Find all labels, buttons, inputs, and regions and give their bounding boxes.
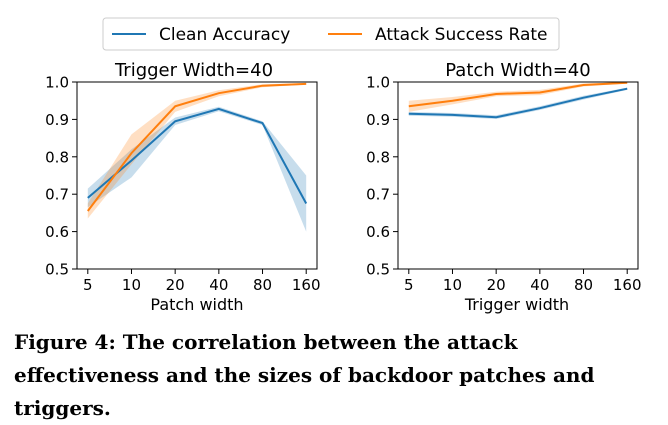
x-tick-label: 20 bbox=[487, 276, 506, 294]
x-tick-label: 10 bbox=[443, 276, 462, 294]
x-tick-label: 5 bbox=[83, 276, 93, 294]
y-tick-label: 0.7 bbox=[45, 186, 69, 204]
figure: Clean Accuracy Attack Success Rate Trigg… bbox=[45, 17, 642, 314]
legend-label-clean-accuracy: Clean Accuracy bbox=[159, 25, 290, 45]
series-line-0 bbox=[87, 107, 308, 204]
series-line-1 bbox=[87, 82, 307, 212]
y-tick-label: 0.5 bbox=[366, 261, 390, 279]
x-axis-label: Patch width bbox=[150, 295, 243, 314]
x-tick-label: 80 bbox=[253, 276, 272, 294]
chart-patch-width: Patch Width=40 0.5 0.6 0.7 0.8 0.9 1.0 5 10 20 40… bbox=[366, 60, 641, 314]
series-band-0 bbox=[87, 106, 307, 232]
x-tick-label: 80 bbox=[574, 276, 593, 294]
y-tick-label: 0.5 bbox=[45, 261, 69, 279]
legend: Clean Accuracy Attack Success Rate bbox=[102, 17, 560, 51]
plot-area: 0.5 0.6 0.7 0.8 0.9 1.0 5 10 20 40 80 160 bbox=[366, 74, 641, 295]
x-tick-label: 40 bbox=[209, 276, 228, 294]
series-band-1 bbox=[87, 83, 307, 219]
y-tick-label: 0.6 bbox=[45, 223, 69, 241]
chart-title: Patch Width=40 bbox=[445, 60, 590, 81]
x-tick-label: 160 bbox=[613, 276, 642, 294]
axes-frame bbox=[76, 81, 318, 270]
y-tick-label: 0.9 bbox=[366, 111, 390, 129]
plot-area: 0.5 0.6 0.7 0.8 0.9 1.0 5 10 20 40 80 160 bbox=[45, 74, 320, 295]
y-tick-label: 0.8 bbox=[366, 148, 390, 166]
axes-frame bbox=[397, 81, 639, 270]
chart-title: Trigger Width=40 bbox=[114, 60, 273, 81]
series-line-1 bbox=[408, 81, 628, 108]
x-tick-label: 5 bbox=[404, 276, 414, 294]
x-tick-label: 160 bbox=[292, 276, 321, 294]
y-tick-label: 1.0 bbox=[45, 74, 69, 92]
x-tick-label: 20 bbox=[166, 276, 185, 294]
y-tick-label: 1.0 bbox=[366, 74, 390, 92]
x-tick-label: 10 bbox=[122, 276, 141, 294]
chart-trigger-width: Trigger Width=40 0.5 0.6 0.7 0.8 0.9 1.0 5 10 20… bbox=[45, 60, 320, 314]
legend-label-attack-success-rate: Attack Success Rate bbox=[375, 25, 548, 45]
y-tick-label: 0.8 bbox=[45, 148, 69, 166]
y-tick-label: 0.6 bbox=[366, 223, 390, 241]
figure-caption: Figure 4: The correlation between the at… bbox=[14, 330, 595, 420]
y-tick-label: 0.9 bbox=[45, 111, 69, 129]
y-tick-label: 0.7 bbox=[366, 186, 390, 204]
series-line-0 bbox=[408, 87, 628, 119]
series-band-1 bbox=[408, 82, 628, 112]
x-tick-label: 40 bbox=[530, 276, 549, 294]
x-axis-label: Trigger width bbox=[464, 295, 569, 314]
